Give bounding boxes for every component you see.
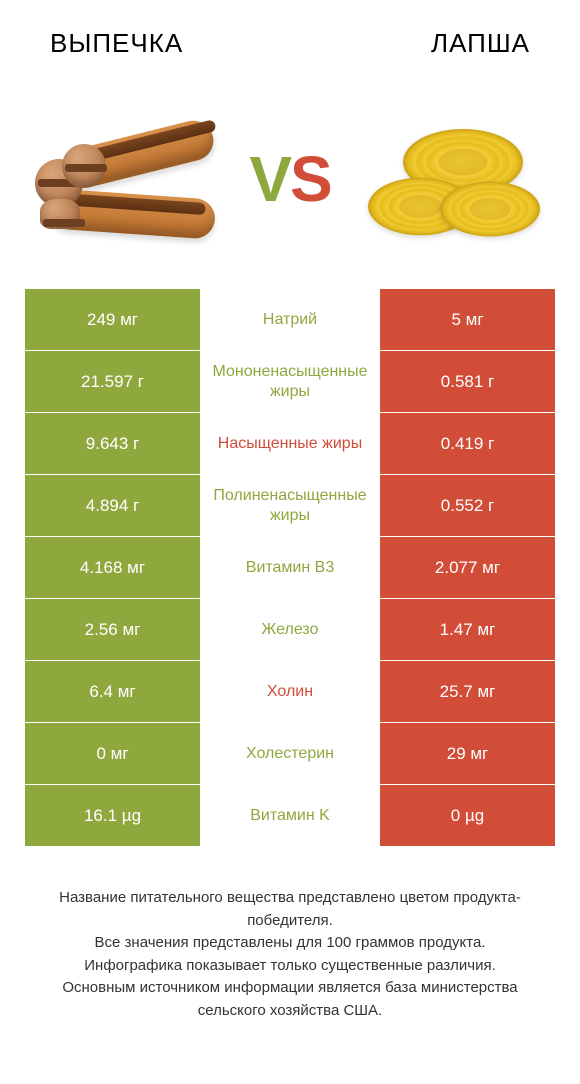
nutrient-label-cell: Натрий xyxy=(200,289,380,350)
left-value-cell: 21.597 г xyxy=(25,351,200,412)
left-value-cell: 6.4 мг xyxy=(25,661,200,722)
nutrient-label-cell: Насыщенные жиры xyxy=(200,413,380,474)
nutrient-label-cell: Полиненасыщенные жиры xyxy=(200,475,380,536)
header: ВЫПЕЧКА ЛАПША xyxy=(0,0,580,59)
footer-line: Название питательного вещества представл… xyxy=(30,887,550,932)
right-value-cell: 25.7 мг xyxy=(380,661,555,722)
footer-line: Инфографика показывает только существенн… xyxy=(30,955,550,978)
right-product-title: ЛАПША xyxy=(431,28,530,59)
vs-letter-v: V xyxy=(249,143,290,215)
vs-letter-s: S xyxy=(290,143,331,215)
left-value-cell: 16.1 µg xyxy=(25,785,200,846)
table-row: 4.168 мгВитамин B32.077 мг xyxy=(25,537,555,599)
table-row: 249 мгНатрий5 мг xyxy=(25,289,555,351)
hero-row: VS xyxy=(0,59,580,289)
right-value-cell: 1.47 мг xyxy=(380,599,555,660)
table-row: 9.643 гНасыщенные жиры0.419 г xyxy=(25,413,555,475)
left-value-cell: 4.894 г xyxy=(25,475,200,536)
nutrient-label-cell: Холестерин xyxy=(200,723,380,784)
left-value-cell: 4.168 мг xyxy=(25,537,200,598)
nutrient-label-cell: Мононенасыщенные жиры xyxy=(200,351,380,412)
table-row: 16.1 µgВитамин K0 µg xyxy=(25,785,555,847)
right-value-cell: 0.552 г xyxy=(380,475,555,536)
footer-notes: Название питательного вещества представл… xyxy=(0,847,580,1022)
nutrient-label-cell: Железо xyxy=(200,599,380,660)
left-value-cell: 0 мг xyxy=(25,723,200,784)
noodles-illustration xyxy=(355,104,550,254)
left-value-cell: 249 мг xyxy=(25,289,200,350)
footer-line: Основным источником информации является … xyxy=(30,977,550,1022)
right-value-cell: 29 мг xyxy=(380,723,555,784)
nutrient-label-cell: Витамин K xyxy=(200,785,380,846)
left-product-title: ВЫПЕЧКА xyxy=(50,28,183,59)
right-value-cell: 0 µg xyxy=(380,785,555,846)
table-row: 6.4 мгХолин25.7 мг xyxy=(25,661,555,723)
pastry-illustration xyxy=(30,104,225,254)
table-row: 21.597 гМононенасыщенные жиры0.581 г xyxy=(25,351,555,413)
right-value-cell: 0.419 г xyxy=(380,413,555,474)
right-value-cell: 5 мг xyxy=(380,289,555,350)
table-row: 2.56 мгЖелезо1.47 мг xyxy=(25,599,555,661)
left-value-cell: 9.643 г xyxy=(25,413,200,474)
nutrient-label-cell: Витамин B3 xyxy=(200,537,380,598)
footer-line: Все значения представлены для 100 граммо… xyxy=(30,932,550,955)
table-row: 0 мгХолестерин29 мг xyxy=(25,723,555,785)
table-row: 4.894 гПолиненасыщенные жиры0.552 г xyxy=(25,475,555,537)
comparison-table: 249 мгНатрий5 мг21.597 гМононенасыщенные… xyxy=(25,289,555,847)
left-value-cell: 2.56 мг xyxy=(25,599,200,660)
nutrient-label-cell: Холин xyxy=(200,661,380,722)
right-value-cell: 0.581 г xyxy=(380,351,555,412)
vs-label: VS xyxy=(249,142,330,216)
right-value-cell: 2.077 мг xyxy=(380,537,555,598)
